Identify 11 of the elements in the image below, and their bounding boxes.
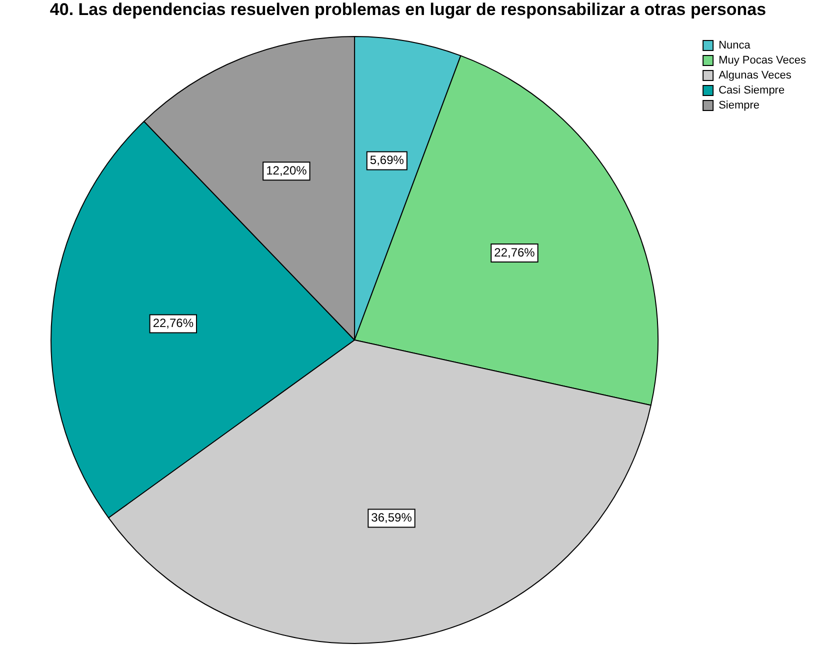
data-label: 36,59%	[371, 510, 412, 525]
legend-label: Algunas Veces	[718, 70, 792, 82]
legend-label: Muy Pocas Veces	[718, 54, 806, 67]
legend-label: Siempre	[718, 100, 760, 112]
chart-title: 40. Las dependencias resuelven problemas en lugar de responsabilizar a otras personas	[48, 0, 768, 21]
data-label: 22,76%	[152, 316, 194, 330]
legend-label: Casi Siempre	[718, 84, 785, 97]
data-label: 22,76%	[494, 245, 536, 260]
data-label: 5,69%	[370, 153, 404, 168]
data-label: 12,20%	[266, 163, 308, 178]
legend-label: Nunca	[718, 40, 752, 52]
